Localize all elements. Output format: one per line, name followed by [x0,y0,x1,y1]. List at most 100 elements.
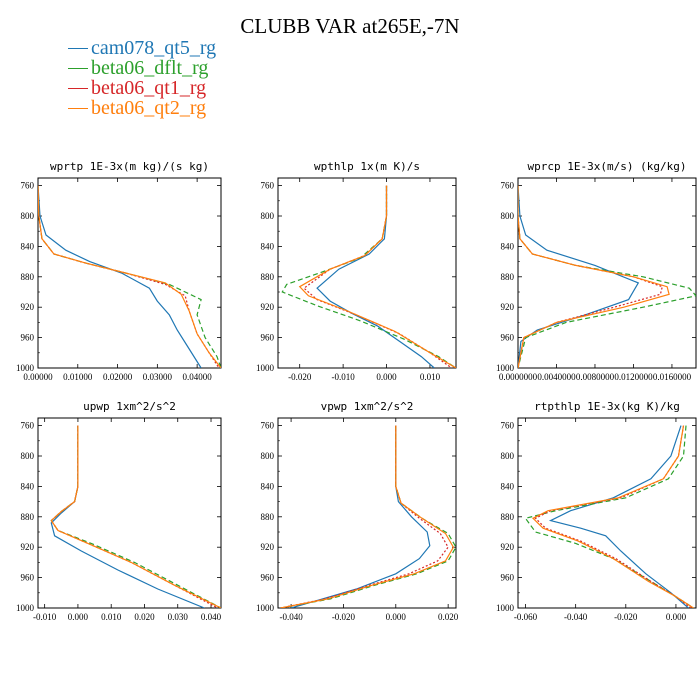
series-line-beta06_qt2_rg [280,425,455,608]
x-tick-label: 0.03000 [143,372,173,382]
panel-title: upwp 1xm^2/s^2 [83,400,176,413]
profile-panel: wprtp 1E-3x(m kg)/(s kg) 760 800 840 880 920 9… [16,160,222,382]
y-tick-label: 840 [21,481,35,491]
profile-panel: wprcp 1E-3x(m/s) (kg/kg) 760 800 840 880 920 9… [496,160,697,382]
panel-frame [517,417,697,609]
legend-swatch [68,87,88,89]
panel-title: rtpthlp 1E-3x(kg K)/kg [534,400,680,413]
y-tick-label: 800 [21,211,35,221]
y-tick-label: 800 [21,451,35,461]
y-tick-label: 1000 [496,603,515,613]
x-tick-label: -0.010 [331,372,355,382]
y-tick-label: 800 [261,211,275,221]
y-tick-label: 1000 [256,603,275,613]
y-tick-label: 760 [21,421,35,431]
page-title: CLUBB VAR at265E,-7N [240,14,460,38]
x-tick-label: -0.060 [514,612,538,622]
series-line-beta06_qt2_rg [38,185,221,368]
profile-panel: rtpthlp 1E-3x(kg K)/kg 760 800 840 880 920 960… [496,400,697,622]
y-tick-label: 960 [21,333,35,343]
series-line-beta06_qt2_rg [518,185,670,368]
legend-item: beta06_qt1_rg [68,78,216,98]
series-line-beta06_qt1_rg [303,185,453,368]
legend-label: cam078_qt5_rg [91,37,217,59]
panel-title: wprcp 1E-3x(m/s) (kg/kg) [528,160,687,173]
y-tick-label: 960 [501,573,515,583]
series-line-cam078_qt5_rg [316,185,435,368]
y-tick-label: 800 [261,451,275,461]
y-tick-label: 800 [501,211,515,221]
x-tick-label: -0.040 [279,612,303,622]
legend-label: beta06_dflt_rg [91,57,209,79]
x-tick-label: 0.01000 [63,372,93,382]
x-tick-label: 0.000 [386,612,407,622]
y-tick-label: 920 [261,542,275,552]
x-tick-label: -0.020 [614,612,638,622]
x-tick-label: -0.010 [33,612,57,622]
panel-frame [37,177,222,369]
y-tick-label: 800 [501,451,515,461]
y-tick-label: 1000 [256,363,275,373]
legend-item: beta06_qt2_rg [68,98,216,118]
y-tick-label: 920 [21,542,35,552]
legend-item: beta06_dflt_rg [68,58,216,78]
y-tick-label: 880 [21,512,35,522]
legend: cam078_qt5_rg beta06_dflt_rg beta06_qt1_… [68,38,216,118]
y-tick-label: 760 [21,181,35,191]
series-line-beta06_qt1_rg [280,425,449,608]
y-tick-label: 960 [261,573,275,583]
panel-frame [277,417,457,609]
profile-panel: upwp 1xm^2/s^2 760 800 840 880 920 960 1000-0.0… [16,400,222,622]
y-tick-label: 1000 [16,363,35,373]
panel-title: wprtp 1E-3x(m kg)/(s kg) [50,160,209,173]
x-tick-label: 0.0160000 [653,372,692,382]
y-tick-label: 920 [21,302,35,312]
series-line-beta06_qt2_rg [531,425,694,608]
y-tick-label: 1000 [16,603,35,613]
series-line-beta06_qt1_rg [50,425,218,608]
panel-frame [277,177,457,369]
series-line-cam078_qt5_rg [50,425,205,608]
x-tick-label: 0.020 [438,612,459,622]
y-tick-label: 840 [501,481,515,491]
x-tick-label: 0.030 [168,612,189,622]
x-tick-label: 0.04000 [183,372,213,382]
x-tick-label: 0.0000000 [499,372,538,382]
legend-label: beta06_qt2_rg [91,97,207,119]
x-tick-label: 0.000 [376,372,397,382]
y-tick-label: 840 [501,241,515,251]
series-line-cam078_qt5_rg [290,425,431,608]
x-tick-label: 0.0080000 [576,372,615,382]
y-tick-label: 840 [261,481,275,491]
x-tick-label: -0.020 [288,372,312,382]
x-tick-label: 0.040 [201,612,222,622]
y-tick-label: 760 [501,181,515,191]
panel-title: wpthlp 1x(m K)/s [314,160,420,173]
y-tick-label: 960 [21,573,35,583]
y-tick-label: 880 [261,272,275,282]
series-line-beta06_qt1_rg [518,185,664,368]
x-tick-label: -0.020 [332,612,356,622]
y-tick-label: 880 [21,272,35,282]
y-tick-label: 840 [261,241,275,251]
x-tick-label: 0.000 [68,612,89,622]
series-line-cam078_qt5_rg [518,185,640,368]
series-line-cam078_qt5_rg [38,185,202,368]
y-tick-label: 840 [21,241,35,251]
x-tick-label: 0.0120000 [614,372,653,382]
y-tick-label: 960 [261,333,275,343]
legend-item: cam078_qt5_rg [68,38,216,58]
profile-panel: vpwp 1xm^2/s^2 760 800 840 880 920 960 1000 -0.0… [256,400,459,622]
x-tick-label: -0.040 [564,612,588,622]
series-line-beta06_dflt_rg [524,425,694,608]
panel-frame [37,417,222,609]
x-tick-label: 0.00000 [23,372,53,382]
y-tick-label: 760 [261,421,275,431]
legend-swatch [68,107,88,109]
y-tick-label: 960 [501,333,515,343]
series-line-beta06_qt2_rg [298,185,456,368]
series-line-cam078_qt5_rg [548,425,689,608]
y-tick-label: 920 [501,542,515,552]
y-tick-label: 920 [501,302,515,312]
